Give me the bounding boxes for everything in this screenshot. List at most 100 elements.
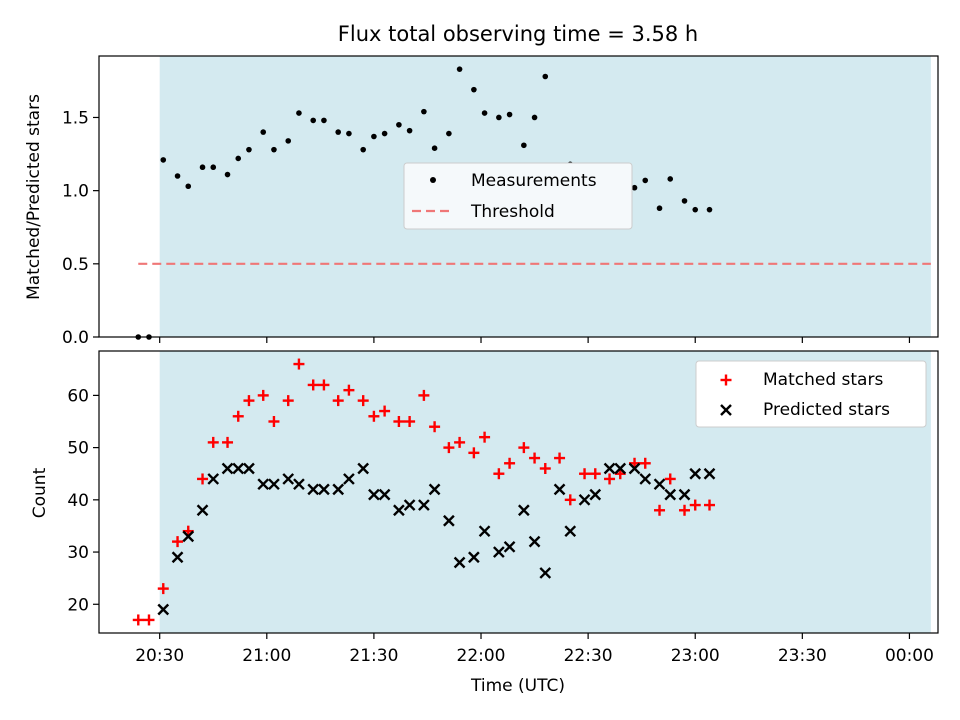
bottom-y-tick-label: 50 xyxy=(67,439,89,459)
predicted-point xyxy=(589,488,602,501)
predicted-point xyxy=(221,462,234,475)
matched-point xyxy=(504,457,516,469)
matched-point xyxy=(554,452,566,464)
top-y-tick-label: 0.0 xyxy=(62,328,89,348)
predicted-point xyxy=(518,504,530,517)
legend-marker-matched xyxy=(720,374,732,386)
measurement-point xyxy=(521,142,527,149)
measurement-point xyxy=(371,133,377,140)
matched-point xyxy=(429,421,441,433)
measurement-point xyxy=(310,117,317,124)
bottom-y-tick-label: 40 xyxy=(67,491,89,511)
predicted-point xyxy=(578,493,591,506)
matched-point xyxy=(332,395,344,407)
measurement-point xyxy=(471,86,477,93)
measurement-point xyxy=(235,155,242,162)
legend-label-measurements: Measurements xyxy=(471,171,597,191)
predicted-point xyxy=(493,546,505,558)
measurement-point xyxy=(199,164,206,171)
measurement-point xyxy=(271,146,277,153)
matched-point xyxy=(257,389,269,401)
predicted-point xyxy=(443,514,455,527)
predicted-point xyxy=(268,478,280,491)
measurement-point xyxy=(496,114,502,121)
matched-point xyxy=(393,416,405,427)
measurement-point xyxy=(421,108,427,115)
top-y-tick-label: 0.5 xyxy=(62,255,89,275)
matched-point xyxy=(207,436,219,448)
measurement-point xyxy=(160,157,167,163)
predicted-point xyxy=(282,473,295,485)
matched-point xyxy=(468,447,480,459)
predicted-point xyxy=(293,478,305,491)
x-tick-label: 20:30 xyxy=(135,646,184,666)
matched-point xyxy=(172,536,184,548)
matched-point xyxy=(132,614,144,626)
predicted-point xyxy=(368,488,380,501)
matched-point xyxy=(654,504,666,516)
predicted-point xyxy=(243,462,255,475)
matched-point xyxy=(604,473,616,485)
x-tick-label: 22:00 xyxy=(457,646,506,666)
matched-point xyxy=(454,436,466,448)
matched-point xyxy=(293,358,305,370)
predicted-point xyxy=(428,483,441,496)
predicted-point xyxy=(468,551,480,564)
measurement-point xyxy=(446,130,452,137)
predicted-point xyxy=(564,525,577,538)
measurement-point xyxy=(706,206,713,213)
predicted-point xyxy=(307,483,320,496)
x-axis-label: Time (UTC) xyxy=(470,676,565,696)
predicted-point xyxy=(664,488,677,501)
matched-point xyxy=(443,442,455,454)
predicted-point xyxy=(182,530,195,543)
predicted-point xyxy=(393,504,405,517)
predicted-point xyxy=(628,462,641,475)
top-axes-frame xyxy=(98,55,939,338)
top-y-tick-label: 1.5 xyxy=(62,108,89,128)
measurement-point xyxy=(456,66,463,72)
measurement-point xyxy=(681,198,688,204)
matched-point xyxy=(268,416,280,427)
matched-point xyxy=(704,499,716,511)
matched-point xyxy=(232,410,244,422)
matched-point xyxy=(564,494,576,506)
bottom-axes-frame xyxy=(98,350,939,634)
predicted-point xyxy=(171,551,184,564)
x-tick-label: 23:30 xyxy=(778,646,827,666)
predicted-point xyxy=(157,603,170,616)
measurement-point xyxy=(431,145,438,152)
matched-point xyxy=(343,384,355,396)
measurement-point xyxy=(396,121,402,128)
matched-point xyxy=(418,389,430,401)
legend-label-matched: Matched stars xyxy=(763,370,883,390)
measurement-point xyxy=(667,176,674,182)
bottom-y-tick-label: 60 xyxy=(67,386,89,406)
matched-point xyxy=(679,504,691,516)
x-tick-label: 23:00 xyxy=(671,646,720,666)
matched-point xyxy=(282,395,294,407)
measurement-point xyxy=(174,173,181,179)
measurement-point xyxy=(321,117,327,124)
predicted-point xyxy=(207,473,220,485)
predicted-point xyxy=(614,462,627,475)
predicted-point xyxy=(453,556,466,569)
predicted-point xyxy=(318,483,330,496)
predicted-point xyxy=(357,462,370,475)
matched-point xyxy=(589,468,601,480)
top-legend: Measurements Threshold xyxy=(403,162,633,230)
measurement-point xyxy=(260,129,267,135)
measurement-point xyxy=(381,130,388,137)
matched-point xyxy=(493,468,505,480)
predicted-point xyxy=(232,462,245,475)
measurement-point xyxy=(692,206,699,213)
legend-label-predicted: Predicted stars xyxy=(763,400,890,420)
predicted-point xyxy=(689,467,702,480)
predicted-point xyxy=(503,540,516,553)
predicted-point xyxy=(403,499,416,511)
matched-point xyxy=(529,452,541,464)
matched-point xyxy=(368,410,380,422)
predicted-point xyxy=(539,567,552,579)
predicted-point xyxy=(257,478,270,491)
x-tick-label: 21:00 xyxy=(242,646,291,666)
